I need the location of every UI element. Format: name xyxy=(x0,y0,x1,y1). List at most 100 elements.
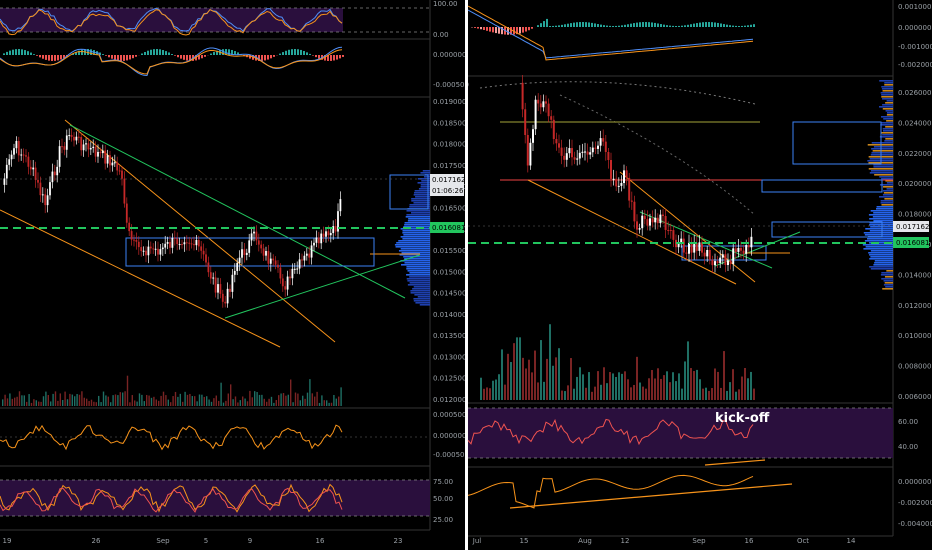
left-macd-bar xyxy=(75,51,77,55)
right-candle xyxy=(565,153,568,160)
right-price-tick: 0.010000 xyxy=(898,332,931,340)
left-volume-bar xyxy=(86,398,88,406)
left-price-tick: 0.015000 xyxy=(433,268,466,276)
left-candle xyxy=(104,150,107,164)
right-volume-profile-bar xyxy=(869,222,893,224)
right-macd-bar xyxy=(519,27,521,34)
right-macd-bar xyxy=(561,24,563,27)
right-volume-profile-bar xyxy=(881,94,893,96)
left-volume-bar xyxy=(172,396,174,406)
right-candle xyxy=(711,259,714,266)
right-macd-bar xyxy=(573,22,575,27)
left-candle xyxy=(305,253,308,256)
left-candle xyxy=(113,162,116,164)
left-candle xyxy=(329,233,332,236)
left-candle xyxy=(51,171,54,183)
right-macd-bar xyxy=(543,21,545,27)
right-candle xyxy=(693,243,696,253)
left-macd-bar xyxy=(48,55,50,61)
left-volume-profile-bar xyxy=(403,234,430,236)
right-volume-profile-bar xyxy=(869,258,893,260)
right-macd-bar xyxy=(585,22,587,27)
right-macd-bar xyxy=(699,22,701,27)
left-volume-bar xyxy=(153,396,155,406)
right-volume-profile-bar xyxy=(867,144,893,146)
right-macd-bar xyxy=(630,23,632,27)
right-volume-profile-bar xyxy=(868,168,893,170)
left-volume-bar xyxy=(129,402,131,406)
right-x-label: Sep xyxy=(692,537,706,545)
right-candle xyxy=(703,252,706,257)
left-volume-profile-bar xyxy=(419,304,430,306)
left-candle xyxy=(147,246,150,256)
right-price-pane: 0.026000 0.024000 0.022000 0.020000 0.018000… xyxy=(468,74,931,401)
right-volume-profile-bar xyxy=(885,110,893,112)
left-volume-profile-bar xyxy=(409,204,430,206)
right-candle xyxy=(654,217,657,223)
right-volume-profile-bar xyxy=(886,114,893,116)
right-macd-bar xyxy=(696,23,698,27)
left-volume-bar xyxy=(191,396,193,406)
left-macd-bar xyxy=(132,55,134,59)
right-x-label: 14 xyxy=(847,537,856,545)
right-candle xyxy=(589,152,592,155)
right-macd-bar xyxy=(525,27,527,32)
left-x-label: 16 xyxy=(316,537,325,545)
left-volume-profile-bar xyxy=(400,260,430,262)
right-macd-bar xyxy=(474,27,476,28)
right-candle xyxy=(659,214,662,224)
right-chart: 0.001000 0.000000 -0.001000 -0.002000 0.… xyxy=(467,0,932,545)
right-volume-profile-bar xyxy=(868,252,893,254)
left-candle xyxy=(229,288,231,292)
right-volume-bar xyxy=(747,378,749,400)
left-volume-bar xyxy=(222,402,225,406)
left-macd-bar xyxy=(180,55,182,59)
right-volume-profile-bar xyxy=(881,88,893,90)
left-volume-bar xyxy=(244,398,246,406)
right-macd-bar xyxy=(597,24,599,27)
left-candle xyxy=(149,246,152,249)
right-macd-bar xyxy=(645,22,647,27)
left-macd-bar xyxy=(15,49,17,55)
left-macd-pane: 0.000000 -0.000500 xyxy=(0,46,469,89)
left-macd-bar xyxy=(126,55,128,61)
left-volume-bar xyxy=(340,387,342,406)
left-volume-bar xyxy=(335,398,337,406)
right-volume-profile-bar xyxy=(870,256,893,258)
right-candle xyxy=(550,116,553,120)
left-macd-bar xyxy=(231,49,233,55)
left-price-tick: 0.015500 xyxy=(433,247,466,255)
right-volume-profile-bar xyxy=(882,130,893,132)
right-volume-bar xyxy=(651,370,653,400)
left-price-tick: 0.018500 xyxy=(433,119,466,127)
right-price-tick: 0.014000 xyxy=(898,271,931,279)
left-volume-bar xyxy=(273,402,275,406)
chart-divider[interactable] xyxy=(465,0,468,550)
left-macd-bar xyxy=(36,55,38,56)
right-candle xyxy=(706,250,709,257)
right-macd-bar xyxy=(723,24,725,27)
right-candle xyxy=(750,236,753,248)
right-macd-bar xyxy=(498,27,500,34)
left-volume-profile-bar xyxy=(409,276,430,278)
left-macd-bar xyxy=(129,55,131,60)
left-volume-bar xyxy=(321,395,323,406)
right-candle xyxy=(656,217,659,224)
right-candle xyxy=(612,178,615,180)
left-volume-profile-bar xyxy=(407,280,430,282)
left-volume-profile-bar xyxy=(396,242,430,244)
left-osc-tick-2: 0.00 xyxy=(433,31,449,39)
left-candle xyxy=(82,144,85,151)
right-macd-bar xyxy=(684,25,686,27)
right-macd-bar xyxy=(702,22,704,27)
left-indicator-a-pane: 0.000500 0.000000 -0.000500 xyxy=(0,411,469,459)
right-volume-bar xyxy=(618,372,620,400)
left-volume-bar xyxy=(225,400,227,406)
right-volume-bar xyxy=(552,365,554,400)
right-volume-profile-bar xyxy=(864,240,893,242)
right-price-tick: 0.012000 xyxy=(898,302,931,310)
right-candle xyxy=(651,218,654,223)
left-volume-bar xyxy=(78,394,81,406)
left-candle xyxy=(97,151,99,157)
right-candle xyxy=(688,242,690,254)
